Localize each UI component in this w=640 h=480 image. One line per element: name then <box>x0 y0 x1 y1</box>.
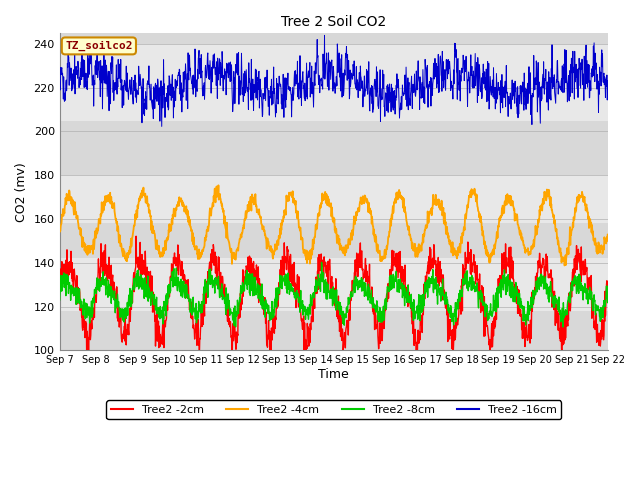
Text: TZ_soilco2: TZ_soilco2 <box>65 41 132 51</box>
Bar <box>60 44 608 120</box>
Bar <box>60 175 608 223</box>
Y-axis label: CO2 (mv): CO2 (mv) <box>15 162 28 222</box>
X-axis label: Time: Time <box>319 368 349 381</box>
Title: Tree 2 Soil CO2: Tree 2 Soil CO2 <box>281 15 387 29</box>
Legend: Tree2 -2cm, Tree2 -4cm, Tree2 -8cm, Tree2 -16cm: Tree2 -2cm, Tree2 -4cm, Tree2 -8cm, Tree… <box>106 400 561 420</box>
Bar <box>60 258 608 311</box>
